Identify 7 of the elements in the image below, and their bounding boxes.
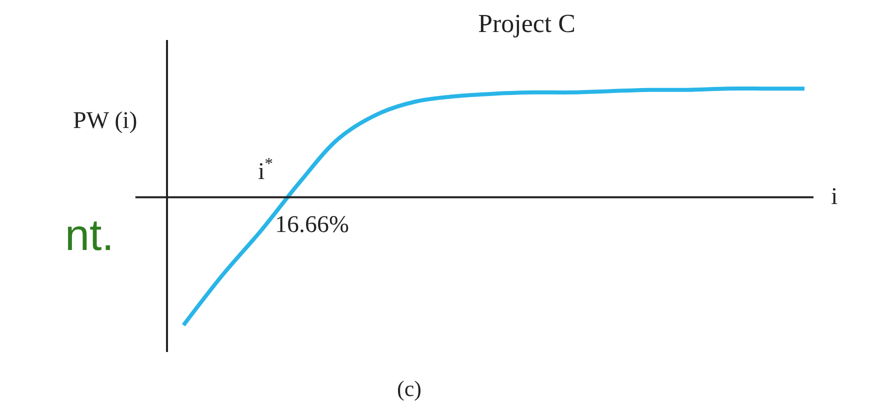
y-axis-title: PW (i) [73, 108, 138, 134]
text: (c) [397, 376, 422, 401]
chart-title: Project C [478, 9, 576, 38]
annotation: 16.66% [275, 212, 349, 238]
text: nt. [65, 211, 114, 260]
x-axis-title: i [831, 184, 838, 210]
annotation: i$^{*}$ [258, 154, 274, 186]
